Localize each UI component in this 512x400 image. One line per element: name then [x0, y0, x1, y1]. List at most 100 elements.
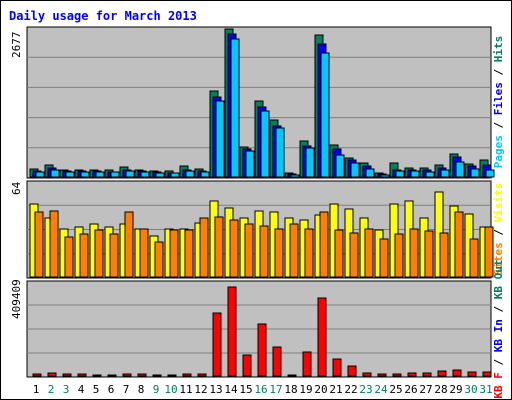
bar-pages-day-21: [335, 154, 345, 178]
bar-pages-day-29: [455, 161, 465, 178]
x-tick-label: 28: [434, 383, 447, 396]
chart-title: Daily usage for March 2013: [9, 9, 197, 23]
bar-pages-day-27: [425, 171, 435, 178]
legend-text: KB F / KB In / KB Out: [492, 259, 505, 398]
bar-kb-f-day-17: [272, 346, 282, 377]
bar-sites-day-27: [424, 230, 434, 278]
bar-sites-day-5: [94, 229, 104, 278]
x-tick-label: 18: [284, 383, 297, 396]
kbytes-panel: [26, 280, 492, 378]
bar-pages-day-8: [140, 171, 150, 178]
bar-sites-day-1: [34, 211, 44, 278]
bar-pages-day-3: [65, 171, 75, 178]
bar-pages-day-28: [440, 169, 450, 178]
y-max-label-visits: 64: [10, 181, 23, 195]
bar-sites-day-9: [154, 241, 164, 278]
bar-sites-day-31: [484, 226, 494, 278]
bar-sites-day-15: [244, 223, 254, 278]
bar-kb-f-day-20: [317, 297, 327, 377]
bar-kb-f-day-8: [137, 373, 147, 377]
y-max-label-hits: 2677: [10, 32, 23, 59]
bar-pages-day-16: [260, 110, 270, 178]
x-tick-label: 10: [164, 383, 177, 396]
bar-kb-f-day-31: [482, 371, 492, 377]
bar-sites-day-17: [274, 228, 284, 278]
visits-sites-panel: [26, 180, 494, 279]
bar-sites-day-6: [109, 233, 119, 278]
bar-sites-day-28: [439, 232, 449, 278]
x-tick-label: 5: [93, 383, 100, 396]
legend-item: Visits: [492, 183, 505, 223]
bar-sites-day-25: [394, 233, 404, 278]
bar-sites-day-13: [214, 216, 224, 278]
bar-sites-day-11: [184, 229, 194, 278]
bar-kb-f-day-18: [287, 374, 297, 377]
bar-kb-f-day-16: [257, 323, 267, 377]
bar-pages-day-15: [245, 150, 255, 178]
x-tick-label: 30: [464, 383, 477, 396]
legend-visits-sites: Sites / Visits: [492, 183, 505, 276]
bar-kb-f-day-7: [122, 373, 132, 377]
bar-pages-day-31: [485, 169, 495, 178]
bar-sites-day-21: [334, 229, 344, 278]
bar-pages-day-25: [395, 170, 405, 178]
bar-kb-f-day-28: [437, 370, 447, 377]
bar-kb-f-day-25: [392, 373, 402, 377]
bar-kb-f-day-19: [302, 351, 312, 377]
bar-kb-f-day-30: [467, 371, 477, 377]
bar-kb-f-day-27: [422, 372, 432, 377]
bar-sites-day-2: [49, 210, 59, 278]
bar-sites-day-14: [229, 219, 239, 278]
bar-sites-day-4: [79, 233, 89, 278]
bar-kb-f-day-14: [227, 286, 237, 377]
bar-pages-day-22: [350, 162, 360, 178]
legend-item: Sites: [492, 242, 505, 275]
bar-sites-day-3: [64, 236, 74, 278]
bar-pages-day-1: [35, 171, 45, 178]
legend-item: Files: [492, 82, 505, 115]
x-tick-label: 23: [359, 383, 372, 396]
x-tick-label: 7: [123, 383, 130, 396]
bar-sites-day-29: [454, 211, 464, 278]
bar-pages-day-23: [365, 168, 375, 178]
bar-kb-f-day-10: [167, 374, 177, 377]
bar-pages-day-18: [290, 174, 300, 178]
bar-sites-day-18: [289, 223, 299, 278]
bar-kb-f-day-12: [197, 373, 207, 377]
bar-pages-day-26: [410, 170, 420, 178]
x-tick-label: 16: [254, 383, 267, 396]
x-tick-label: 2: [48, 383, 55, 396]
x-tick-label: 21: [329, 383, 342, 396]
bar-sites-day-26: [409, 228, 419, 278]
x-tick-label: 24: [374, 383, 388, 396]
bar-sites-day-30: [469, 238, 479, 278]
bar-sites-day-10: [169, 229, 179, 278]
x-axis-day-labels: 1 2 3 4 5 6 7 8 9 10 11 12 13 14 15 16 17 18 19 20 21 22 23 24 2…: [33, 383, 493, 396]
bar-sites-day-23: [364, 228, 374, 278]
bar-kb-f-day-21: [332, 358, 342, 377]
bar-sites-day-8: [139, 228, 149, 278]
legend-hits-files-pages: Pages / Files / Hits: [492, 36, 505, 169]
bar-kb-f-day-9: [152, 374, 162, 377]
legend-item: KB Out: [492, 259, 505, 299]
bar-kb-f-day-5: [92, 374, 102, 377]
x-tick-label: 9: [153, 383, 160, 396]
x-tick-label: 31: [479, 383, 492, 396]
bar-kb-f-day-24: [377, 373, 387, 377]
bar-kb-f-day-29: [452, 369, 462, 377]
bar-kb-f-day-1: [32, 373, 42, 377]
x-tick-label: 15: [239, 383, 252, 396]
bar-kb-f-day-3: [62, 373, 72, 377]
bar-sites-day-22: [349, 232, 359, 278]
bar-pages-day-6: [110, 171, 120, 178]
legend-text: Pages / Files / Hits: [492, 36, 505, 169]
bar-pages-day-30: [470, 168, 480, 178]
x-tick-label: 17: [269, 383, 282, 396]
x-tick-label: 22: [344, 383, 357, 396]
bar-kb-f-day-26: [407, 372, 417, 377]
bar-pages-day-9: [155, 172, 165, 178]
legend-kbytes: KB F / KB In / KB Out: [492, 259, 505, 398]
x-tick-label: 1: [33, 383, 40, 396]
